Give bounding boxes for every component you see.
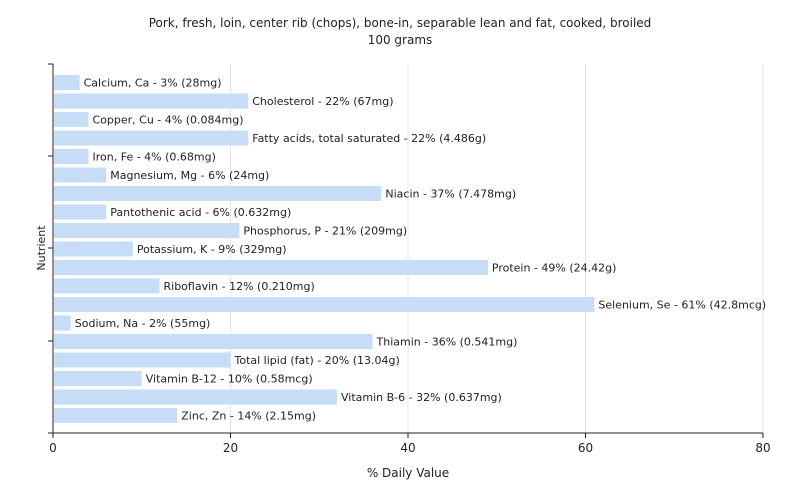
x-tick-label: 40 (400, 441, 415, 455)
bar (54, 223, 240, 238)
bar (54, 112, 89, 127)
grid (230, 64, 764, 433)
x-tick-label: 60 (578, 441, 593, 455)
bar-label: Copper, Cu - 4% (0.084mg) (93, 114, 244, 127)
bar-label: Vitamin B-6 - 32% (0.637mg) (341, 391, 502, 404)
chart-subtitle: 100 grams (368, 33, 433, 47)
bar (54, 241, 133, 257)
bar (54, 371, 142, 386)
bar-label: Potassium, K - 9% (329mg) (137, 243, 287, 256)
bar (54, 260, 488, 275)
chart-title: Pork, fresh, loin, center rib (chops), b… (149, 16, 652, 30)
bar (54, 352, 231, 368)
bar (54, 334, 373, 349)
x-tick-label: 0 (49, 441, 57, 455)
bar (54, 167, 107, 183)
bar (54, 93, 249, 109)
bar-label: Magnesium, Mg - 6% (24mg) (110, 169, 269, 182)
y-axis-label: Nutrient (35, 225, 48, 271)
x-axis-label: % Daily Value (367, 466, 449, 480)
bar-label: Total lipid (fat) - 20% (13.04g) (234, 354, 400, 367)
bar (54, 315, 71, 331)
bar-label: Zinc, Zn - 14% (2.15mg) (181, 410, 316, 423)
bar (54, 297, 595, 312)
bar-label: Vitamin B-12 - 10% (0.58mcg) (146, 373, 313, 386)
bar (54, 408, 178, 423)
bar (54, 389, 337, 405)
bars: Calcium, Ca - 3% (28mg) Cholesterol - 22%… (54, 75, 766, 423)
bar (54, 278, 160, 294)
bar (54, 204, 107, 220)
bar-label: Selenium, Se - 61% (42.8mcg) (598, 299, 766, 312)
bar-label: Protein - 49% (24.42g) (492, 262, 617, 275)
bar-label: Sodium, Na - 2% (55mg) (75, 317, 211, 330)
bar (54, 186, 382, 201)
bar (54, 149, 89, 164)
bar-label: Pantothenic acid - 6% (0.632mg) (110, 206, 291, 219)
bar-label: Iron, Fe - 4% (0.68mg) (93, 151, 216, 164)
x-tick-label: 80 (755, 441, 770, 455)
bar-label: Calcium, Ca - 3% (28mg) (84, 77, 222, 90)
bar (54, 75, 80, 90)
x-tick-label: 20 (223, 441, 238, 455)
bar-label: Riboflavin - 12% (0.210mg) (164, 280, 315, 293)
bar-label: Thiamin - 36% (0.541mg) (376, 336, 518, 349)
x-ticks: 0 20 40 60 80 (48, 63, 771, 455)
bar-label: Cholesterol - 22% (67mg) (252, 95, 393, 108)
bar-label: Fatty acids, total saturated - 22% (4.48… (252, 132, 486, 145)
bar-label: Phosphorus, P - 21% (209mg) (243, 225, 407, 238)
bar-label: Niacin - 37% (7.478mg) (385, 188, 516, 201)
bar (54, 130, 249, 146)
